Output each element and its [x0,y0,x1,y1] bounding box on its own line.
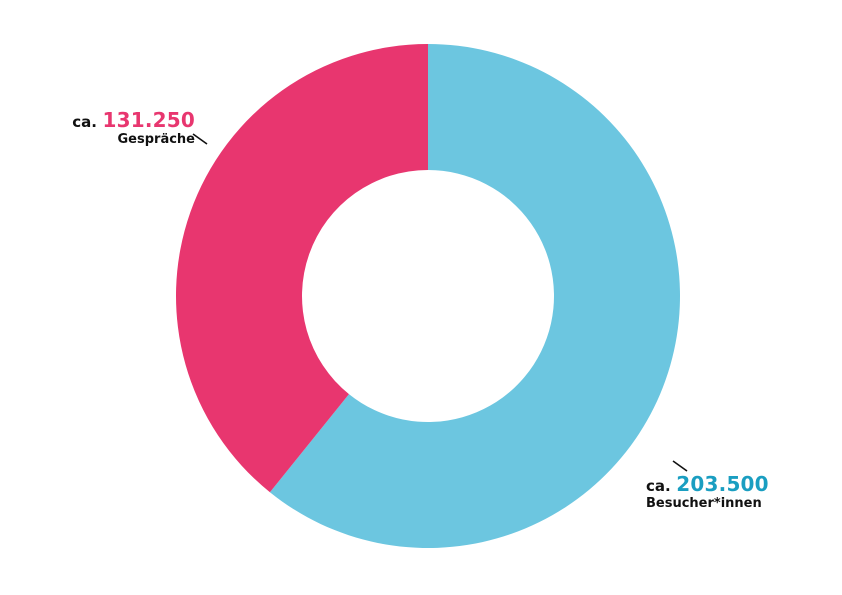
leader-line-gespraeche [192,133,208,145]
label-value: 203.500 [676,472,769,496]
label-value: 131.250 [102,108,195,132]
leader-line-besucher [672,460,688,472]
label-category: Besucher*innen [646,496,762,511]
data-label-gespraeche: ca. 131.250 Gespräche [72,110,195,147]
donut-slices [175,44,680,548]
data-label-besucher: ca. 203.500 Besucher*innen [646,474,769,511]
donut-slice-besucher [269,44,680,548]
label-prefix: ca. [646,477,671,495]
label-prefix: ca. [72,113,97,131]
donut-slice-gespraeche [175,44,428,493]
label-category: Gespräche [117,132,196,147]
